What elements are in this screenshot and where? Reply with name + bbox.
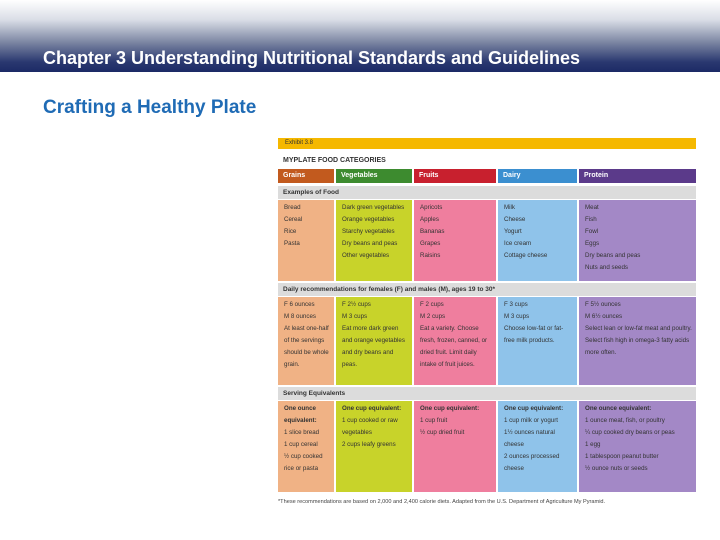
daily-item: At least one-half of the servings should… (284, 325, 329, 368)
daily-item: F 6 ounces (284, 301, 315, 308)
section-serving-bar: Serving Equivalents (278, 387, 696, 400)
category-header-vegetables: Vegetables (336, 169, 412, 183)
serving-item: 1 egg (585, 441, 601, 448)
serving-item: One ounce equivalent: (284, 405, 317, 424)
daily-item: F 2½ cups (342, 301, 371, 308)
section-daily-bar: Daily recommendations for females (F) an… (278, 283, 696, 296)
daily-cell-vegetables: F 2½ cups M 3 cups Eat more dark green and… (336, 297, 412, 385)
serving-item: One cup equivalent: (504, 405, 564, 412)
daily-item: M 8 ounces (284, 313, 316, 320)
serving-item: One cup equivalent: (420, 405, 480, 412)
category-header-grains: Grains (278, 169, 334, 183)
daily-cell-protein: F 5½ ounces M 6½ ounces Select lean or low… (579, 297, 696, 385)
examples-item: Rice (284, 228, 297, 235)
daily-cell-dairy: F 3 cups M 3 cups Choose low-fat or fat-fr… (498, 297, 577, 385)
serving-cell-vegetables: One cup equivalent: 1 cup cooked or raw v… (336, 401, 412, 492)
examples-item: Bread (284, 204, 301, 211)
daily-item: M 6½ ounces (585, 313, 623, 320)
serving-item: 1 ounce meat, fish, or poultry (585, 417, 665, 424)
examples-item: Cottage cheese (504, 252, 548, 259)
examples-item: Fish (585, 216, 597, 223)
exhibit-title: MYPLATE FOOD CATEGORIES (283, 157, 386, 164)
category-header-fruits: Fruits (414, 169, 496, 183)
serving-item: 1 tablespoon peanut butter (585, 453, 659, 460)
serving-item: ½ cup cooked rice or pasta (284, 453, 323, 472)
daily-item: Choose low-fat or fat-free milk products… (504, 325, 564, 344)
examples-item: Grapes (420, 240, 441, 247)
examples-cell-fruits: Apricots Apples Bananas Grapes Raisins (414, 200, 496, 281)
serving-cell-protein: One ounce equivalent: 1 ounce meat, fish,… (579, 401, 696, 492)
examples-item: Dry beans and peas (342, 240, 398, 247)
serving-item: 1 cup cereal (284, 441, 318, 448)
daily-item: F 2 cups (420, 301, 444, 308)
examples-item: Orange vegetables (342, 216, 395, 223)
serving-item: 1 cup milk or yogurt (504, 417, 558, 424)
examples-item: Cereal (284, 216, 303, 223)
daily-item: M 3 cups (504, 313, 530, 320)
examples-cell-grains: Bread Cereal Rice Pasta (278, 200, 334, 281)
serving-cell-fruits: One cup equivalent: 1 cup fruit ½ cup drie… (414, 401, 496, 492)
daily-cell-fruits: F 2 cups M 2 cups Eat a variety. Choose fr… (414, 297, 496, 385)
examples-item: Apricots (420, 204, 443, 211)
daily-item: F 3 cups (504, 301, 528, 308)
examples-item: Meat (585, 204, 599, 211)
daily-item: Eat a variety. Choose fresh, frozen, can… (420, 325, 488, 368)
examples-item: Fowl (585, 228, 599, 235)
serving-item: 1 slice bread (284, 429, 320, 436)
examples-item: Nuts and seeds (585, 264, 628, 271)
examples-item: Starchy vegetables (342, 228, 395, 235)
serving-cell-dairy: One cup equivalent: 1 cup milk or yogurt 1… (498, 401, 577, 492)
examples-cell-protein: Meat Fish Fowl Eggs Dry beans and peas Nuts a… (579, 200, 696, 281)
daily-cell-grains: F 6 ounces M 8 ounces At least one-half of… (278, 297, 334, 385)
myplate-exhibit: Exhibit 3.8 MYPLATE FOOD CATEGORIES Exam… (278, 136, 696, 516)
category-header-dairy: Dairy (498, 169, 577, 183)
examples-item: Raisins (420, 252, 441, 259)
serving-item: ½ ounce nuts or seeds (585, 465, 648, 472)
exhibit-label: Exhibit 3.8 (278, 138, 696, 149)
slide-header: Chapter 3 Understanding Nutritional Stan… (0, 0, 720, 72)
category-header-protein: Protein (579, 169, 696, 183)
exhibit-footnote: *These recommendations are based on 2,00… (278, 499, 606, 505)
examples-cell-vegetables: Dark green vegetables Orange vegetables St… (336, 200, 412, 281)
examples-cell-dairy: Milk Cheese Yogurt Ice cream Cottage cheese (498, 200, 577, 281)
slide-subtitle: Crafting a Healthy Plate (43, 97, 257, 118)
examples-item: Cheese (504, 216, 526, 223)
daily-item: M 2 cups (420, 313, 446, 320)
slide-title: Chapter 3 Understanding Nutritional Stan… (43, 48, 581, 68)
daily-item: Select lean or low-fat meat and poultry.… (585, 325, 692, 356)
serving-item: One ounce equivalent: (585, 405, 652, 412)
examples-item: Dry beans and peas (585, 252, 641, 259)
serving-cell-grains: One ounce equivalent: 1 slice bread 1 cup … (278, 401, 334, 492)
examples-item: Eggs (585, 240, 600, 247)
examples-item: Milk (504, 204, 515, 211)
serving-item: 1 cup fruit (420, 417, 448, 424)
serving-item: ¼ cup cooked dry beans or peas (585, 429, 675, 436)
serving-item: 1 cup cooked or raw vegetables (342, 417, 398, 436)
examples-item: Other vegetables (342, 252, 390, 259)
section-examples-bar: Examples of Food (278, 186, 696, 199)
serving-item: ½ cup dried fruit (420, 429, 465, 436)
serving-item: 2 cups leafy greens (342, 441, 396, 448)
daily-item: M 3 cups (342, 313, 368, 320)
examples-item: Bananas (420, 228, 445, 235)
serving-item: One cup equivalent: (342, 405, 402, 412)
daily-item: F 5½ ounces (585, 301, 621, 308)
serving-item: 1½ ounces natural cheese (504, 429, 555, 448)
examples-item: Pasta (284, 240, 300, 247)
examples-item: Apples (420, 216, 439, 223)
examples-item: Dark green vegetables (342, 204, 405, 211)
examples-item: Yogurt (504, 228, 522, 235)
examples-item: Ice cream (504, 240, 532, 247)
serving-item: 2 ounces processed cheese (504, 453, 560, 472)
daily-item: Eat more dark green and orange vegetable… (342, 325, 405, 368)
